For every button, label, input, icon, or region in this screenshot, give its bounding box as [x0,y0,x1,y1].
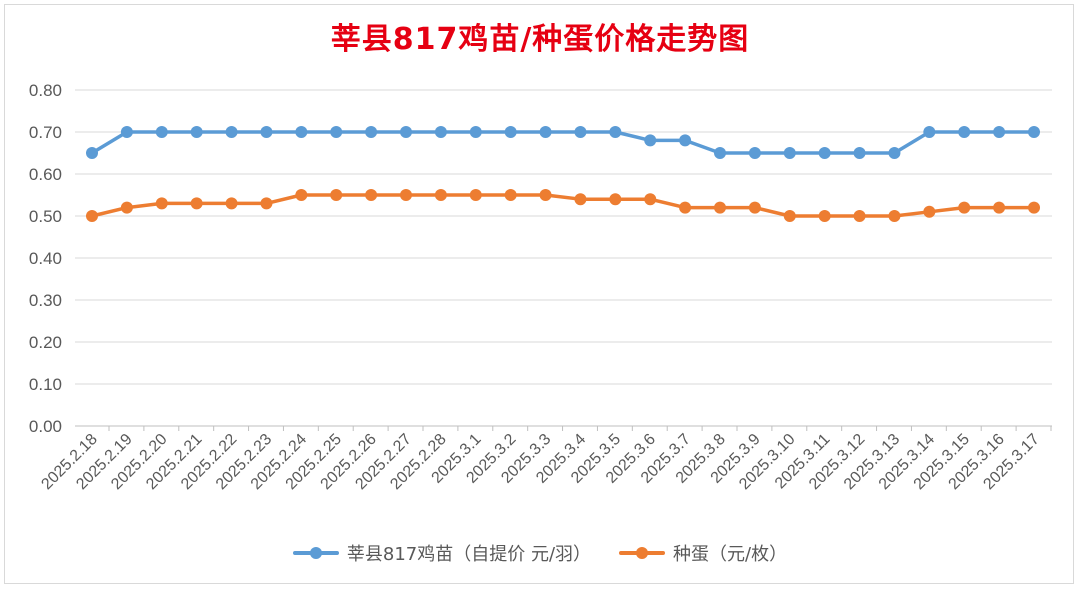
data-point-0 [783,147,796,159]
data-point-0 [295,126,308,138]
chart-legend: 莘县817鸡苗（自提价 元/羽） 种蛋（元/枚） [0,540,1080,566]
data-point-1 [714,201,726,214]
data-point-0 [574,126,587,138]
y-tick-label: 0.20 [29,333,62,352]
data-point-1 [295,189,308,201]
data-point-0 [504,126,517,138]
y-tick-label: 0.40 [29,249,62,268]
data-point-1 [679,201,692,214]
legend-label-chick: 莘县817鸡苗（自提价 元/羽） [346,544,592,565]
y-tick-label: 0.10 [29,375,62,394]
data-point-1 [644,193,657,206]
data-point-1 [958,201,971,214]
y-tick-label: 0.80 [29,81,62,100]
y-tick-label: 0.60 [29,165,62,184]
data-point-1 [539,189,552,201]
chart-title: 莘县817鸡苗/种蛋价格走势图 [330,22,750,57]
data-point-0 [748,147,761,159]
data-point-0 [365,126,378,138]
legend-label-egg: 种蛋（元/枚） [673,544,788,565]
data-point-1 [365,189,378,201]
data-point-0 [818,147,831,159]
data-point-1 [434,189,447,201]
data-point-1 [155,197,168,210]
data-point-1 [86,210,98,222]
data-point-1 [1028,201,1040,214]
data-point-0 [644,134,657,147]
data-point-0 [609,126,622,138]
data-point-0 [539,126,552,138]
chart-frame [4,4,1074,584]
data-point-0 [434,126,447,138]
data-point-1 [609,193,622,206]
data-point-1 [330,189,343,201]
legend-marker-chick [292,546,339,560]
data-point-0 [888,147,901,159]
data-point-1 [993,201,1006,214]
legend-item-egg: 种蛋（元/枚） [619,540,787,566]
data-point-1 [574,193,587,206]
data-point-1 [853,210,866,222]
y-tick-label: 0.00 [29,417,62,436]
y-tick-label: 0.30 [29,291,62,310]
data-point-1 [818,210,831,222]
data-point-1 [748,201,761,214]
data-point-1 [400,189,412,201]
data-point-1 [783,210,796,222]
data-point-0 [400,126,412,138]
legend-marker-egg [619,546,666,560]
data-point-1 [225,197,238,210]
data-point-0 [923,126,936,138]
data-point-0 [330,126,343,138]
data-point-1 [469,189,482,201]
data-point-0 [155,126,168,138]
data-point-0 [1028,126,1040,138]
data-point-1 [190,197,203,210]
data-point-0 [679,134,692,147]
data-point-1 [260,197,273,210]
data-point-0 [225,126,238,138]
data-point-1 [923,205,936,218]
data-point-0 [86,147,98,159]
data-point-0 [993,126,1006,138]
data-point-0 [469,126,482,138]
series-line-1 [91,193,1034,218]
data-point-0 [853,147,866,159]
legend-item-chick: 莘县817鸡苗（自提价 元/羽） [292,540,592,566]
data-point-0 [260,126,273,138]
y-tick-label: 0.50 [29,207,62,226]
data-point-1 [888,210,901,222]
data-point-0 [190,126,203,138]
series-line-0 [91,130,1034,155]
data-point-0 [120,126,133,138]
data-point-0 [958,126,971,138]
y-tick-label: 0.70 [29,123,62,142]
data-point-1 [504,189,517,201]
data-point-1 [120,201,133,214]
data-point-0 [714,147,726,159]
